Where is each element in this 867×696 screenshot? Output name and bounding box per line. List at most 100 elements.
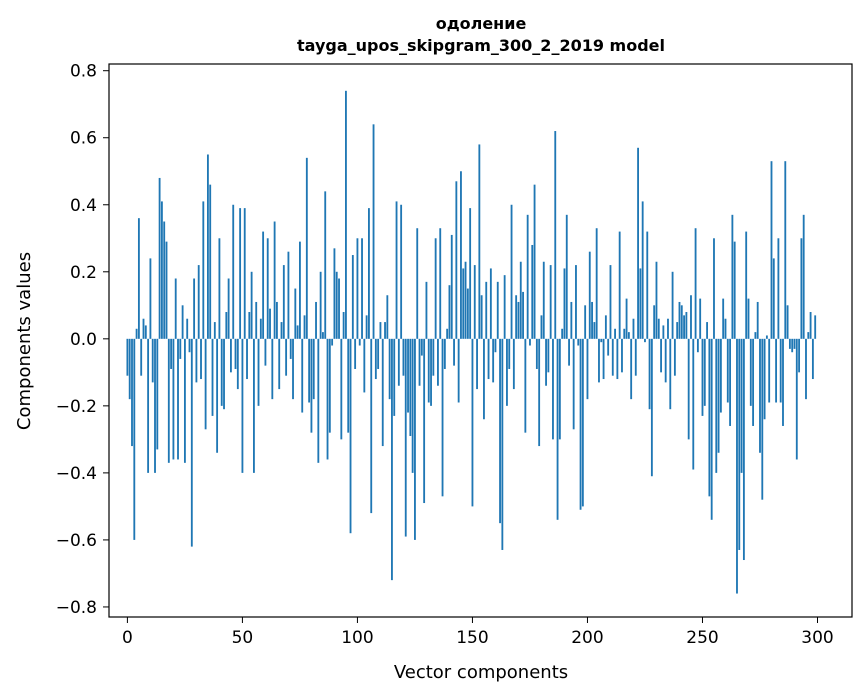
bar-component-120 <box>402 338 405 376</box>
bar-component-250 <box>701 338 704 416</box>
bar-component-209 <box>607 338 610 356</box>
bar-component-173 <box>524 338 527 433</box>
bar-component-235 <box>667 318 669 339</box>
y-tick-label: −0.6 <box>56 531 97 551</box>
bar-component-78 <box>305 157 308 339</box>
bar-component-265 <box>736 338 738 594</box>
bar-component-270 <box>747 298 750 339</box>
bar-component-93 <box>340 338 343 440</box>
bar-component-11 <box>151 338 154 383</box>
bar-component-88 <box>328 338 331 433</box>
bar-component-4 <box>135 328 138 339</box>
chart-title: одоление <box>436 14 527 33</box>
bar-component-294 <box>802 214 805 339</box>
bar-component-244 <box>687 338 690 440</box>
bar-component-172 <box>522 291 524 339</box>
bar-component-130 <box>425 281 428 339</box>
bar-component-67 <box>280 322 283 339</box>
bar-component-237 <box>671 271 674 339</box>
bar-component-121 <box>404 338 407 537</box>
bar-component-255 <box>713 238 715 339</box>
bar-component-50 <box>241 338 244 473</box>
bar-component-267 <box>740 338 743 473</box>
bar-component-57 <box>257 338 260 406</box>
bar-component-246 <box>692 338 695 470</box>
bar-component-181 <box>542 261 545 339</box>
bar-component-271 <box>749 338 752 406</box>
bar-component-37 <box>211 338 214 416</box>
bar-component-3 <box>133 338 136 540</box>
bar-component-63 <box>271 338 274 400</box>
bar-component-45 <box>230 338 232 373</box>
bar-component-242 <box>683 315 685 339</box>
x-tick-label: 50 <box>232 628 254 648</box>
bar-component-90 <box>333 248 336 339</box>
bar-component-202 <box>591 301 593 339</box>
bar-component-60 <box>264 338 267 366</box>
bar-component-168 <box>512 338 515 390</box>
bar-component-34 <box>204 338 207 430</box>
bar-component-252 <box>706 322 708 339</box>
bar-component-117 <box>395 201 398 339</box>
bar-component-47 <box>234 338 237 369</box>
bar-component-142 <box>453 338 455 366</box>
bar-component-73 <box>294 288 297 339</box>
bar-component-295 <box>805 338 807 400</box>
bar-component-141 <box>450 234 453 339</box>
bar-component-176 <box>531 244 534 339</box>
bar-component-160 <box>494 338 497 353</box>
bar-component-16 <box>163 221 166 339</box>
bar-component-243 <box>685 312 688 339</box>
bar-component-232 <box>660 338 662 373</box>
bar-component-42 <box>223 338 225 410</box>
bar-component-213 <box>616 338 619 380</box>
plot-frame <box>108 63 853 618</box>
bar-component-220 <box>632 318 635 339</box>
bar-component-224 <box>641 201 644 339</box>
bar-component-75 <box>299 241 301 339</box>
chart-subtitle: tayga_upos_skipgram_300_2_2019 model <box>297 36 665 55</box>
y-tick-label: −0.2 <box>56 397 97 417</box>
bar-component-18 <box>167 338 170 463</box>
bar-component-260 <box>724 318 727 339</box>
bar-component-20 <box>172 338 175 460</box>
bar-component-157 <box>487 338 490 380</box>
bar-component-275 <box>759 338 761 453</box>
bar-component-166 <box>508 338 511 369</box>
bar-component-217 <box>625 298 628 339</box>
bar-component-43 <box>225 312 228 339</box>
bar-component-84 <box>319 271 322 339</box>
y-tick-label: 0.0 <box>70 330 97 350</box>
bar-component-72 <box>292 338 294 400</box>
bar-component-103 <box>363 338 366 393</box>
bar-component-205 <box>598 338 600 383</box>
bar-component-149 <box>469 208 472 339</box>
bar-component-245 <box>690 295 692 339</box>
bar-component-139 <box>446 328 449 339</box>
bar-component-194 <box>572 338 575 430</box>
bar-component-188 <box>558 338 561 440</box>
bar-component-285 <box>782 338 784 426</box>
x-axis-label: Vector components <box>394 662 568 683</box>
bar-component-263 <box>731 214 734 339</box>
bar-component-71 <box>289 338 292 359</box>
bar-component-80 <box>310 338 313 433</box>
bar-component-154 <box>480 295 483 339</box>
bar-component-74 <box>296 325 299 339</box>
bars-group <box>126 90 817 594</box>
bar-component-118 <box>397 338 400 386</box>
bar-component-46 <box>232 204 235 339</box>
bar-component-13 <box>156 338 159 450</box>
bar-component-240 <box>678 301 681 339</box>
bar-component-2 <box>131 338 133 447</box>
bar-component-99 <box>354 338 357 369</box>
bar-component-190 <box>563 268 566 339</box>
bar-component-197 <box>579 338 582 510</box>
y-tick-label: −0.4 <box>56 464 97 484</box>
bar-component-108 <box>374 338 377 380</box>
bar-component-247 <box>694 228 697 339</box>
bar-component-288 <box>788 338 791 349</box>
bar-component-281 <box>772 258 775 339</box>
bar-component-30 <box>195 338 198 383</box>
